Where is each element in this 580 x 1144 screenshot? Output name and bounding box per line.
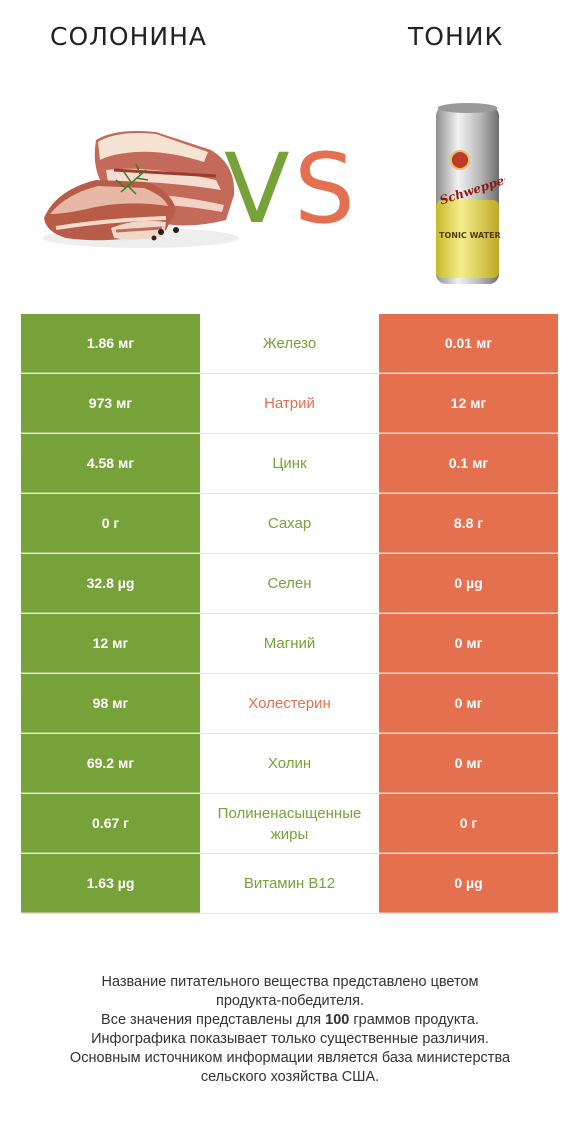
table-row: 69.2 мг Холин 0 мг	[21, 734, 558, 794]
right-value: 8.8 г	[379, 494, 558, 553]
footer-line: Все значения представлены для 100 граммо…	[101, 1012, 479, 1028]
table-row: 98 мг Холестерин 0 мг	[21, 674, 558, 734]
nutrient-name: Железо	[200, 314, 379, 373]
nutrient-name: Натрий	[200, 374, 379, 433]
left-value: 98 мг	[21, 674, 200, 733]
footer-line: Название питательного вещества представл…	[101, 974, 479, 990]
table-row: 973 мг Натрий 12 мг	[21, 374, 558, 434]
right-value: 0 µg	[379, 554, 558, 613]
right-value: 0 мг	[379, 674, 558, 733]
nutrient-name: Магний	[200, 614, 379, 673]
table-row: 1.86 мг Железо 0.01 мг	[21, 314, 558, 374]
table-row: 4.58 мг Цинк 0.1 мг	[21, 434, 558, 494]
footer-line: Инфографика показывает только существенн…	[91, 1031, 489, 1047]
footer-line: продукта-победителя.	[215, 993, 365, 1009]
left-value: 973 мг	[21, 374, 200, 433]
left-value: 1.86 мг	[21, 314, 200, 373]
nutrient-name: Холестерин	[200, 674, 379, 733]
right-value: 0 г	[379, 794, 558, 853]
left-value: 1.63 µg	[21, 854, 200, 913]
right-value: 0 мг	[379, 734, 558, 793]
nutrient-name: Витамин B12	[200, 854, 379, 913]
svg-text:V: V	[224, 133, 290, 240]
left-value: 0 г	[21, 494, 200, 553]
vs-label: V S	[224, 133, 355, 240]
svg-text:S: S	[294, 133, 355, 240]
comparison-table: 1.86 мг Железо 0.01 мг 973 мг Натрий 12 мг 4.5…	[21, 314, 558, 914]
table-row: 12 мг Магний 0 мг	[21, 614, 558, 674]
right-value: 0 µg	[379, 854, 558, 913]
nutrient-name: Сахар	[200, 494, 379, 553]
left-product-title: СОЛОНИНА	[50, 22, 208, 51]
footer-notes: Название питательного вещества представл…	[20, 973, 560, 1087]
salted-pork-image	[43, 131, 239, 248]
footer-line: сельского хозяйства США.	[200, 1069, 380, 1085]
right-value: 0.1 мг	[379, 434, 558, 493]
left-value: 0.67 г	[21, 794, 200, 853]
tonic-can-image: Schweppes TONIC WATER	[436, 103, 505, 284]
table-row: 0.67 г Полиненасыщенные жиры 0 г	[21, 794, 558, 854]
nutrient-name: Холин	[200, 734, 379, 793]
left-value: 4.58 мг	[21, 434, 200, 493]
right-value: 0.01 мг	[379, 314, 558, 373]
left-value: 12 мг	[21, 614, 200, 673]
right-value: 0 мг	[379, 614, 558, 673]
table-row: 1.63 µg Витамин B12 0 µg	[21, 854, 558, 914]
table-row: 32.8 µg Селен 0 µg	[21, 554, 558, 614]
nutrient-name: Цинк	[200, 434, 379, 493]
left-value: 32.8 µg	[21, 554, 200, 613]
footer-line: Основным источником информации является …	[69, 1050, 511, 1066]
nutrient-name: Полиненасыщенные жиры	[200, 794, 379, 853]
nutrient-name: Селен	[200, 554, 379, 613]
right-value: 12 мг	[379, 374, 558, 433]
table-row: 0 г Сахар 8.8 г	[21, 494, 558, 554]
right-product-title: ТОНИК	[408, 22, 504, 51]
left-value: 69.2 мг	[21, 734, 200, 793]
svg-text:TONIC WATER: TONIC WATER	[439, 231, 501, 240]
